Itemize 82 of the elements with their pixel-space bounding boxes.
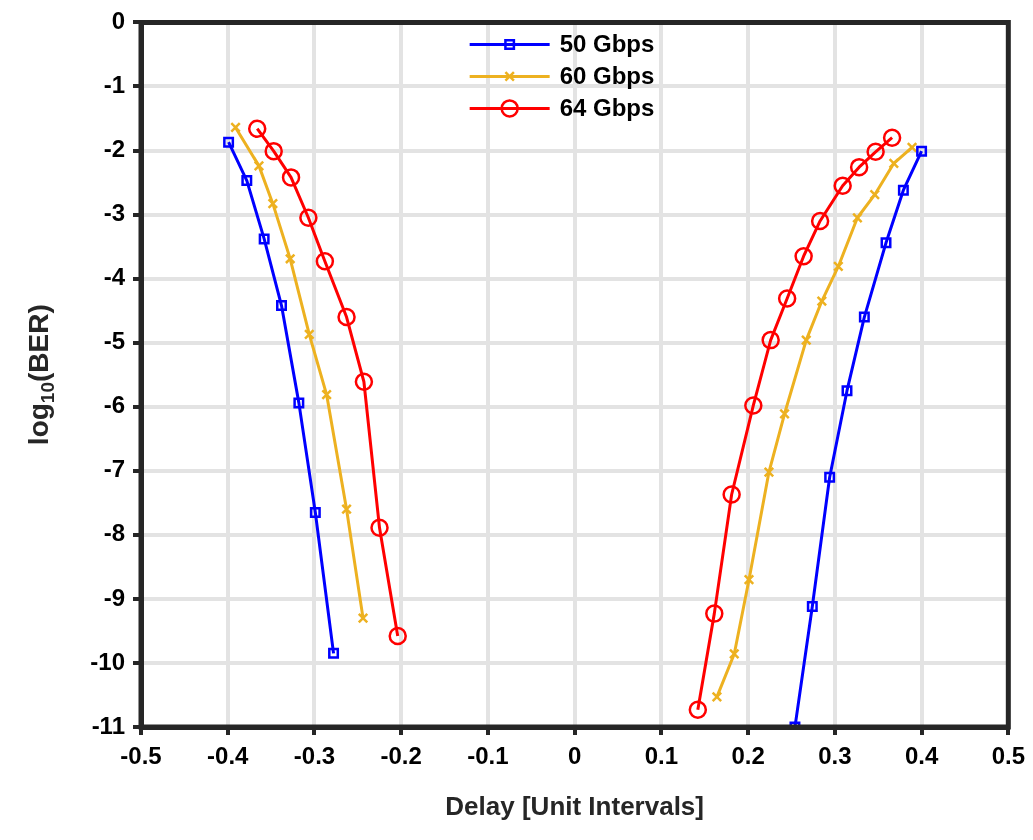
point	[688, 700, 708, 719]
point	[388, 626, 407, 646]
y-tick-label: -9	[103, 583, 125, 611]
point	[779, 408, 791, 420]
point	[810, 211, 830, 231]
point	[370, 518, 389, 538]
y-tick-label: -3	[103, 199, 125, 227]
point	[888, 157, 900, 169]
x-tick-label: 0.1	[644, 742, 679, 770]
point	[321, 389, 333, 401]
point	[253, 160, 265, 172]
point	[882, 128, 902, 147]
point	[816, 295, 828, 307]
point	[341, 503, 353, 515]
point	[849, 157, 869, 177]
point	[800, 334, 812, 346]
point	[267, 198, 279, 210]
x-tick-label: 0.3	[818, 742, 852, 770]
x-tick-label: -0.5	[120, 742, 162, 770]
point	[763, 466, 775, 478]
point	[728, 648, 740, 660]
point	[743, 574, 755, 586]
point	[858, 311, 870, 323]
point	[303, 328, 315, 340]
point	[866, 142, 885, 162]
point	[832, 260, 844, 272]
point	[794, 246, 813, 266]
legend-label: 50 Gbps	[559, 30, 655, 58]
x-tick-label: -0.1	[467, 742, 509, 770]
point	[744, 396, 763, 415]
point	[241, 175, 253, 187]
point	[284, 253, 296, 265]
y-tick-label: -5	[103, 327, 125, 355]
point	[841, 385, 853, 397]
y-tick-label: -1	[103, 71, 125, 99]
y-tick-label: -7	[103, 455, 125, 483]
x-tick-label: -0.4	[207, 742, 250, 770]
point	[230, 121, 242, 133]
y-tick-label: -4	[103, 263, 126, 291]
x-tick-label: -0.2	[380, 742, 422, 770]
point	[299, 208, 318, 228]
point	[897, 184, 909, 196]
point	[258, 233, 270, 245]
point	[851, 212, 863, 224]
x-tick-label: 0.5	[991, 742, 1026, 770]
point	[833, 176, 852, 195]
point	[880, 237, 892, 249]
point	[315, 252, 335, 271]
point	[309, 506, 321, 518]
point	[357, 612, 369, 624]
point	[247, 119, 267, 138]
point	[806, 601, 818, 613]
point	[711, 691, 723, 703]
y-tick-label: -2	[103, 135, 125, 163]
point	[869, 189, 881, 201]
y-tick-label: -6	[103, 391, 125, 419]
point	[777, 289, 797, 308]
y-axis-title: log10(BER)	[22, 304, 59, 446]
point	[264, 141, 283, 161]
x-tick-label: -0.3	[293, 742, 336, 770]
x-tick-label: 0	[567, 742, 582, 770]
legend-label: 64 Gbps	[559, 94, 655, 122]
x-tick-label: 0.4	[904, 742, 939, 770]
point	[722, 485, 741, 504]
y-tick-label: 0	[111, 7, 125, 35]
point	[328, 647, 340, 659]
point	[293, 397, 305, 409]
y-tick-label: -8	[103, 519, 125, 547]
point	[705, 604, 724, 623]
point	[824, 471, 836, 483]
x-axis-title: Delay [Unit Intervals]	[445, 790, 704, 821]
point	[337, 307, 356, 327]
point	[223, 136, 235, 148]
y-tick-label: -11	[91, 711, 125, 739]
legend-label: 60 Gbps	[559, 62, 655, 90]
point	[916, 145, 928, 157]
y-tick-label: -10	[90, 647, 125, 675]
point	[281, 168, 301, 187]
x-tick-label: 0.2	[731, 742, 765, 770]
point	[354, 372, 374, 391]
point	[761, 330, 780, 350]
point	[276, 300, 287, 312]
